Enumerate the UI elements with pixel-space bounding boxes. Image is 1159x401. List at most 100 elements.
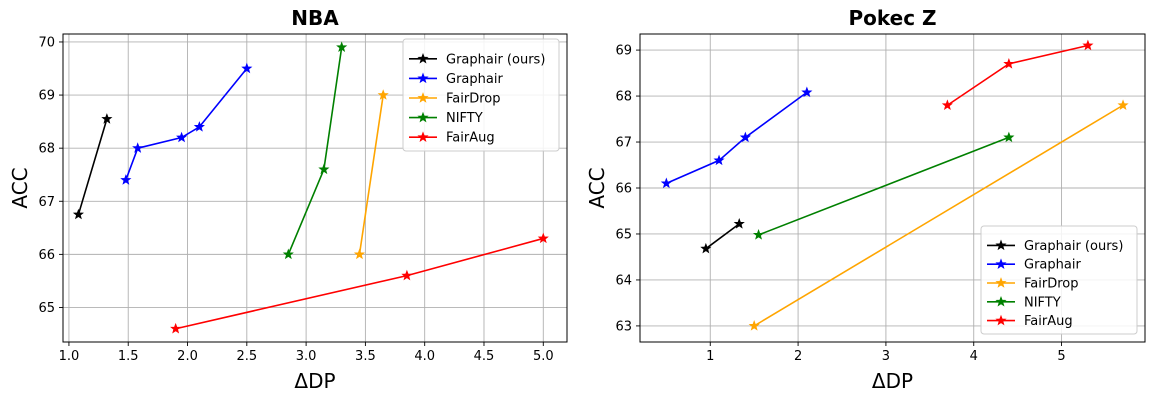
x-tick-label: 2.5	[236, 349, 257, 364]
y-tick-label: 69	[615, 44, 632, 59]
legend-item: FairAug	[409, 131, 495, 146]
legend-item: FairDrop	[409, 92, 500, 107]
y-tick-label: 64	[615, 273, 632, 288]
legend-item: FairDrop	[987, 277, 1078, 292]
data-point-star	[72, 208, 84, 220]
y-tick-label: 68	[615, 90, 632, 105]
series-line	[666, 91, 808, 185]
y-tick-label: 65	[615, 227, 632, 242]
legend-star-marker	[995, 277, 1007, 288]
x-axis-label: ΔDP	[294, 369, 335, 393]
series-graphair	[120, 62, 253, 185]
legend-label: FairAug	[446, 131, 495, 146]
legend-star-marker	[995, 258, 1007, 269]
data-point-star	[1003, 131, 1015, 143]
x-tick-label: 1	[706, 349, 714, 364]
data-point-star	[193, 121, 205, 132]
series-fairdrop	[748, 99, 1129, 331]
x-tick-label: 1.0	[59, 349, 80, 364]
data-point-star	[318, 163, 330, 175]
x-tick-label: 3	[882, 349, 890, 364]
legend-star-marker	[417, 111, 429, 123]
series-line	[758, 136, 1010, 236]
chart-panel-2: 1 2 3 4 5 63 64 65 66 67 68 69 Pokec Z ΔDP ACC Graphair…	[585, 6, 1146, 393]
legend: Graphair (ours) Graphair FairDrop NIFTY Fair…	[980, 225, 1138, 335]
legend-box	[980, 225, 1138, 335]
data-point-star	[132, 142, 144, 153]
data-point-star	[1003, 58, 1015, 69]
x-tick-label: 4.5	[474, 349, 495, 364]
series-nifty	[752, 131, 1015, 240]
legend-label: Graphair (ours)	[1024, 239, 1123, 254]
data-point-star	[537, 232, 549, 244]
legend-star-marker	[417, 52, 429, 64]
series-line	[77, 118, 108, 215]
series-graphair	[660, 86, 813, 189]
data-point-star	[120, 174, 132, 185]
legend-item: Graphair	[409, 72, 503, 87]
legend-label: FairDrop	[446, 92, 500, 107]
legend-item: Graphair	[987, 258, 1081, 273]
y-tick-label: 69	[38, 89, 55, 104]
series-nifty	[282, 41, 348, 260]
plot-frame	[62, 33, 568, 343]
data-point-star	[733, 218, 745, 229]
series-line	[358, 94, 384, 255]
y-tick-label: 67	[38, 195, 55, 210]
legend-label: Graphair	[1024, 258, 1081, 273]
x-tick-label: 3.0	[296, 349, 317, 364]
legend-item: FairAug	[987, 314, 1073, 329]
data-point-star	[170, 322, 182, 334]
series-fairaug	[170, 232, 549, 334]
legend-label: FairDrop	[1024, 277, 1078, 292]
series-graphair-ours	[72, 113, 113, 220]
data-point-star	[282, 248, 294, 260]
data-point-star	[1082, 39, 1094, 51]
y-axis-label: ACC	[8, 167, 32, 208]
data-point-star	[801, 86, 813, 98]
data-point-star	[377, 89, 389, 100]
legend-box	[402, 38, 560, 152]
legend: Graphair (ours) Graphair FairDrop NIFTY Fair…	[402, 38, 560, 152]
legend-star-marker	[417, 92, 429, 103]
legend-label: Graphair	[446, 72, 503, 87]
y-tick-label: 70	[38, 35, 55, 50]
data-point-star	[101, 113, 113, 124]
chart-panel-1: 1.0 1.5 2.0 2.5 3.0 3.5 4.0 4.5 5.0 65 66 67 68 69 70 N…	[8, 6, 568, 393]
data-point-star	[176, 131, 188, 143]
legend-star-marker	[995, 314, 1007, 326]
series-graphair-ours	[700, 218, 745, 254]
data-point-star	[752, 229, 765, 240]
legend-star-marker	[995, 295, 1007, 307]
chart-title: Pokec Z	[848, 6, 936, 30]
data-point-star	[660, 177, 672, 189]
y-tick-label: 67	[615, 136, 632, 151]
data-point-star	[241, 62, 253, 74]
series-fairdrop	[353, 89, 389, 260]
y-tick-label: 63	[615, 319, 632, 334]
x-tick-label: 2	[794, 349, 802, 364]
x-tick-label: 4.0	[414, 349, 435, 364]
series-fairaug	[941, 39, 1094, 110]
y-tick-label: 65	[38, 301, 55, 316]
legend-item: NIFTY	[409, 111, 483, 126]
legend-star-marker	[995, 239, 1007, 251]
legend-star-marker	[417, 131, 429, 142]
series-line	[753, 104, 1124, 327]
data-point-star	[353, 248, 366, 260]
legend-label: NIFTY	[446, 111, 483, 126]
legend-label: Graphair (ours)	[446, 52, 545, 67]
legend-item: NIFTY	[987, 295, 1061, 310]
x-tick-label: 3.5	[355, 349, 376, 364]
x-axis-label: ΔDP	[872, 369, 913, 393]
legend-item: Graphair (ours)	[987, 239, 1123, 254]
y-tick-label: 68	[38, 142, 55, 157]
y-tick-label: 66	[38, 248, 55, 263]
x-tick-label: 5.0	[533, 349, 554, 364]
chart-title: NBA	[291, 6, 339, 30]
data-point-star	[1117, 99, 1129, 110]
data-point-star	[748, 320, 760, 331]
data-point-star	[713, 154, 725, 166]
